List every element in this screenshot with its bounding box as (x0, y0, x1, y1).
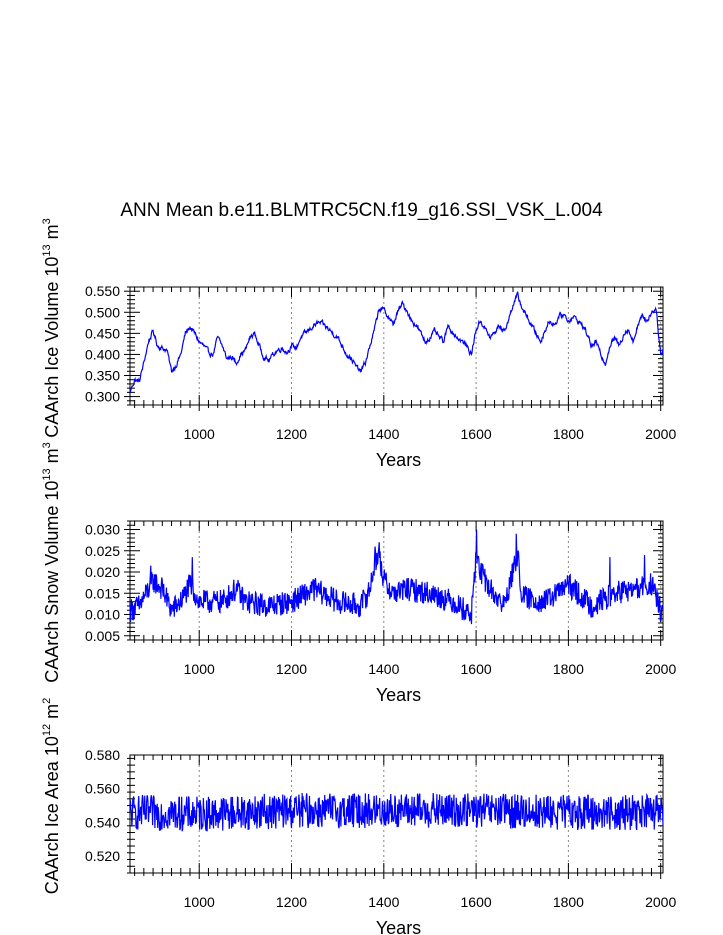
y-tick-label: 0.025 (85, 543, 120, 559)
y-axis-label-text: CAArch Ice Area 10 (42, 736, 62, 894)
y-axis-label-unit-exp: 2 (41, 698, 53, 704)
chart-title: ANN Mean b.e11.BLMTRC5CN.f19_g16.SSI_VSK… (120, 200, 603, 221)
x-tick-label: 1200 (276, 661, 307, 677)
x-axis-label: Years (376, 450, 421, 470)
y-tick-label: 0.350 (85, 368, 120, 384)
y-axis-label-unit: m (42, 224, 62, 244)
axis-ticks (124, 520, 663, 646)
y-axis-label: CAArch Ice Volume 1013 m3 (41, 218, 62, 437)
tick-labels: 1000 1200 1400 1600 1800 2000 0.520 0.540 0.560 0… (85, 747, 677, 910)
x-tick-label: 1000 (184, 894, 215, 910)
y-tick-label: 0.580 (85, 747, 120, 763)
x-tick-label: 1600 (461, 894, 492, 910)
tick-labels: 1000 1200 1400 1600 1800 2000 0.300 0.350 0.400 0… (85, 283, 677, 442)
y-axis-label-unit-exp: 3 (41, 442, 53, 448)
y-axis-label-text: CAArch Snow Volume 10 (42, 481, 62, 683)
x-tick-label: 1400 (368, 894, 399, 910)
x-tick-label: 1800 (553, 894, 584, 910)
y-axis-label-unit-exp: 3 (41, 218, 53, 224)
x-axis-label: Years (376, 685, 421, 705)
y-tick-label: 0.450 (85, 325, 120, 341)
y-tick-label: 0.560 (85, 781, 120, 797)
plot-frame (129, 520, 664, 641)
x-tick-label: 2000 (645, 894, 676, 910)
y-tick-label: 0.300 (85, 389, 120, 405)
panel-ice-area: 1000 1200 1400 1600 1800 2000 0.520 0.540 0.560 0… (41, 698, 676, 935)
x-tick-label: 1200 (276, 894, 307, 910)
y-tick-label: 0.030 (85, 522, 120, 538)
y-tick-label: 0.005 (85, 628, 120, 644)
y-tick-label: 0.020 (85, 564, 120, 580)
x-axis-label: Years (376, 918, 421, 935)
axis-ticks (124, 286, 663, 411)
x-tick-label: 1800 (553, 661, 584, 677)
x-tick-label: 1600 (461, 661, 492, 677)
x-tick-label: 1200 (276, 426, 307, 442)
y-tick-label: 0.015 (85, 585, 120, 601)
panel-ice-volume: 1000 1200 1400 1600 1800 2000 0.300 0.350 0.400 0… (41, 218, 676, 470)
y-axis-label-exp: 13 (41, 468, 53, 480)
plot-frame (129, 286, 664, 406)
panel-snow-volume: 1000 1200 1400 1600 1800 2000 0.005 0.010 0.015 0… (41, 442, 676, 705)
x-tick-label: 1400 (368, 426, 399, 442)
tick-labels: 1000 1200 1400 1600 1800 2000 0.005 0.010 0.015 0… (85, 522, 677, 678)
x-tick-label: 1000 (184, 661, 215, 677)
snow-volume-line (129, 529, 664, 625)
y-axis-label-unit: m (42, 704, 62, 724)
y-tick-label: 0.400 (85, 346, 120, 362)
x-tick-label: 1000 (184, 426, 215, 442)
y-tick-label: 0.520 (85, 848, 120, 864)
axis-ticks (127, 755, 663, 879)
y-axis-label: CAArch Snow Volume 1013 m3 (41, 442, 62, 682)
grid-lines (198, 521, 662, 640)
ice-area-line (129, 792, 664, 832)
y-axis-label-unit: m (42, 448, 62, 468)
y-axis-label-exp: 13 (41, 244, 53, 256)
y-axis-label: CAArch Ice Area 1012 m2 (41, 698, 62, 894)
y-tick-label: 0.010 (85, 607, 120, 623)
x-tick-label: 2000 (645, 426, 676, 442)
ice-volume-line (129, 291, 664, 393)
x-tick-label: 2000 (645, 661, 676, 677)
y-tick-label: 0.500 (85, 304, 120, 320)
y-tick-label: 0.540 (85, 814, 120, 830)
x-tick-label: 1600 (461, 426, 492, 442)
y-axis-label-exp: 12 (41, 724, 53, 736)
x-tick-label: 1400 (368, 661, 399, 677)
y-tick-label: 0.550 (85, 283, 120, 299)
x-tick-label: 1800 (553, 426, 584, 442)
y-axis-label-text: CAArch Ice Volume 10 (42, 257, 62, 438)
